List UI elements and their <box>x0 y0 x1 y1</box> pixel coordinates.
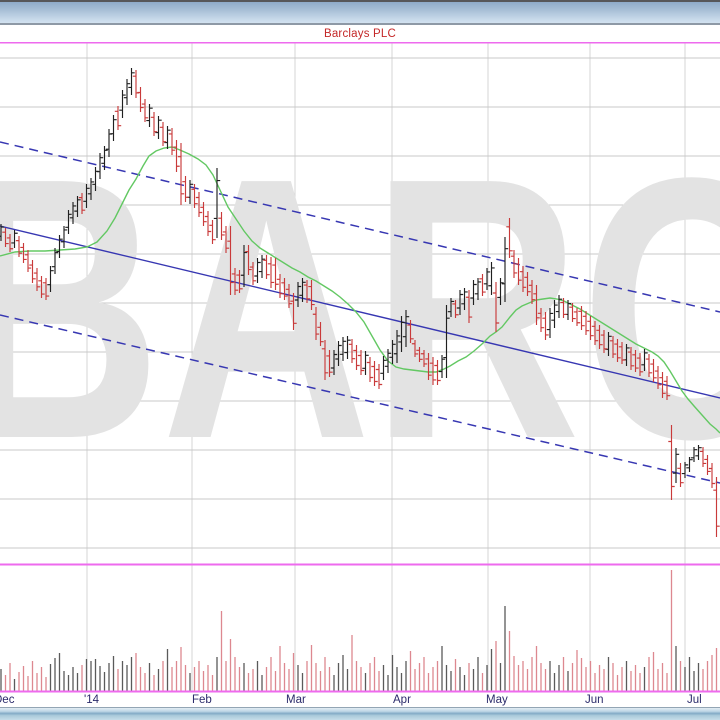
watermark-text: BARC <box>0 100 720 516</box>
month-label-Jun: Jun <box>585 694 604 706</box>
bottom-scrollbar-strip[interactable] <box>0 707 720 720</box>
trend-channel-lines <box>0 141 720 484</box>
x-axis-month-labels: Dec '14 Feb Mar Apr May Jun Jul <box>0 694 702 706</box>
volume-bars <box>0 570 718 691</box>
chart-title: Barclays PLC <box>323 27 397 40</box>
month-label-Apr: Apr <box>393 694 411 706</box>
pane-separator-lines[interactable] <box>0 41 720 693</box>
price-ohlc-bars <box>0 68 720 537</box>
month-label-Mar: Mar <box>286 694 306 706</box>
month-label-Dec: Dec <box>0 694 15 706</box>
month-label-14: '14 <box>84 694 100 706</box>
window-titlebar[interactable] <box>0 0 720 25</box>
month-label-May: May <box>486 694 508 706</box>
moving-average-line <box>0 146 720 434</box>
month-label-Jul: Jul <box>687 694 702 706</box>
chart-title-strip: Barclays PLC <box>0 25 720 42</box>
watermark: BARC <box>0 100 720 516</box>
month-label-Feb: Feb <box>192 694 212 706</box>
